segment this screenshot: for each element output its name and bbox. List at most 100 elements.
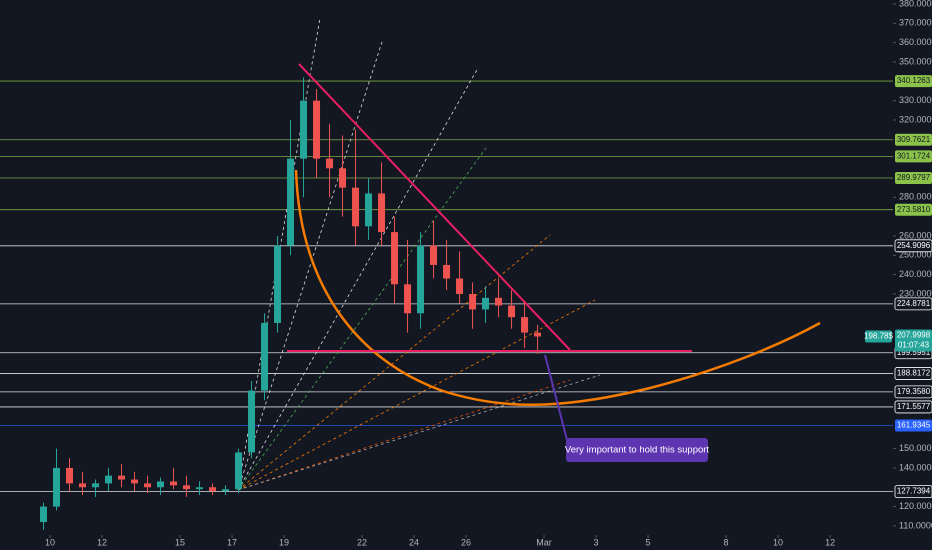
candle-body — [53, 467, 61, 507]
level-label: 254.9096 — [897, 241, 931, 250]
x-tick-label: 12 — [825, 537, 835, 547]
candle-body — [404, 284, 412, 314]
candle-body — [209, 487, 217, 492]
level-label-box — [895, 172, 932, 185]
y-tick-label: 360.0000 — [899, 37, 932, 47]
level-label: 273.5810 — [897, 205, 931, 214]
x-tick-label: 19 — [279, 537, 289, 547]
level-label: 301.1724 — [897, 151, 931, 160]
candle-body — [118, 475, 126, 480]
candle-body — [326, 158, 334, 169]
candle-body — [430, 245, 438, 265]
level-label-box — [895, 75, 932, 88]
x-tick-label: 5 — [646, 537, 651, 547]
candle-body — [170, 481, 178, 486]
alert-box — [865, 330, 892, 343]
candle-body — [105, 475, 113, 484]
level-label: 289.9797 — [897, 173, 931, 182]
y-tick-label: 230.0000 — [899, 288, 932, 298]
x-tick-label: 12 — [97, 537, 107, 547]
candle-body — [534, 332, 542, 337]
x-tick-label: 3 — [594, 537, 599, 547]
drawings: Very important to hold this support — [237, 17, 821, 491]
x-tick-label: 10 — [45, 537, 55, 547]
last-price-box — [895, 329, 932, 352]
rounded-bottom — [294, 169, 821, 406]
level-label-box — [895, 150, 932, 163]
callout-text: Very important to hold this support — [565, 445, 710, 456]
level-label: 179.3580 — [897, 387, 931, 396]
x-tick-label: Mar — [536, 537, 552, 547]
level-label-box — [894, 239, 932, 253]
candle-body — [287, 158, 295, 246]
level-label-box — [894, 297, 932, 311]
level-label-box — [894, 367, 932, 380]
x-tick-label: 22 — [357, 537, 367, 547]
candle-body — [79, 483, 87, 488]
y-tick-label: 110.0000 — [899, 520, 932, 530]
candle-body — [417, 245, 425, 314]
candle-body — [391, 232, 399, 285]
candle-body — [274, 245, 282, 323]
last-price-label: 207.9998 — [897, 331, 931, 340]
candle-body — [508, 305, 516, 318]
level-label: 188.8172 — [897, 369, 931, 378]
candle-body — [482, 297, 490, 310]
level-label: 127.7394 — [897, 487, 931, 496]
x-tick-label: 24 — [409, 537, 419, 547]
candles — [40, 77, 542, 530]
candle-body — [183, 485, 191, 490]
x-tick-label: 15 — [175, 537, 185, 547]
y-tick-label: 370.0000 — [899, 18, 932, 28]
y-tick-label: 380.0000 — [899, 0, 932, 8]
level-label: 171.5577 — [897, 402, 931, 411]
x-tick-label: 17 — [227, 537, 237, 547]
y-tick-label: 350.0000 — [899, 56, 932, 66]
level-label-box — [894, 385, 932, 399]
level-label-box — [894, 485, 932, 499]
y-tick-label: 250.0000 — [899, 250, 932, 260]
y-tick-label: 140.0000 — [899, 462, 932, 472]
candle-body — [196, 487, 204, 490]
y-tick-label: 320.0000 — [899, 114, 932, 124]
level-label: 309.7621 — [897, 135, 931, 144]
level-label-box — [895, 203, 932, 216]
candle-body — [144, 483, 152, 488]
level-label-box — [895, 419, 932, 432]
candle-body — [248, 390, 256, 453]
candle-body — [66, 467, 74, 484]
level-label-box — [894, 400, 932, 414]
y-tick-label: 150.0000 — [899, 443, 932, 453]
candle-body — [222, 489, 230, 492]
candle-body — [521, 317, 529, 333]
candle-body — [40, 506, 48, 523]
candle-body — [456, 278, 464, 294]
candle-body — [92, 483, 100, 488]
y-tick-label: 330.0000 — [899, 95, 932, 105]
y-tick-label: 260.0000 — [899, 230, 932, 240]
price-axis — [893, 0, 932, 550]
level-label-box — [895, 133, 932, 146]
candle-body — [443, 264, 451, 279]
x-tick-label: 26 — [461, 537, 471, 547]
candle-body — [300, 100, 308, 159]
y-tick-label: 280.0000 — [899, 192, 932, 202]
candle-body — [365, 193, 373, 227]
x-tick-label: 8 — [724, 537, 729, 547]
candle-body — [131, 479, 139, 484]
level-label: 161.9345 — [897, 421, 931, 430]
level-label: 224.8781 — [897, 299, 931, 308]
callout-box — [566, 438, 708, 462]
level-label: 199.5951 — [897, 348, 931, 357]
alert-label: 198.78$ — [864, 332, 893, 341]
y-tick-label: 240.0000 — [899, 269, 932, 279]
candle-body — [378, 193, 386, 233]
candle-body — [352, 187, 360, 227]
countdown-label: 01:07:43 — [898, 341, 930, 350]
candle-body — [495, 297, 503, 306]
candle-body — [235, 452, 243, 490]
candle-body — [261, 322, 269, 391]
candle-body — [313, 100, 321, 159]
